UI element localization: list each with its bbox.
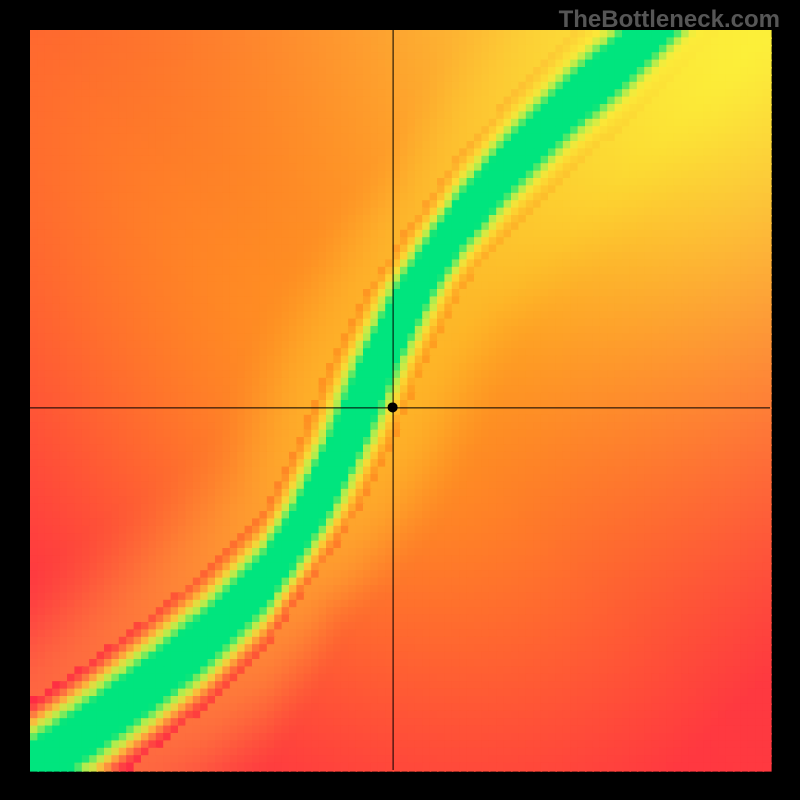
watermark-text: TheBottleneck.com xyxy=(559,6,780,34)
chart-container: TheBottleneck.com xyxy=(0,0,800,800)
heatmap-canvas xyxy=(0,0,800,800)
